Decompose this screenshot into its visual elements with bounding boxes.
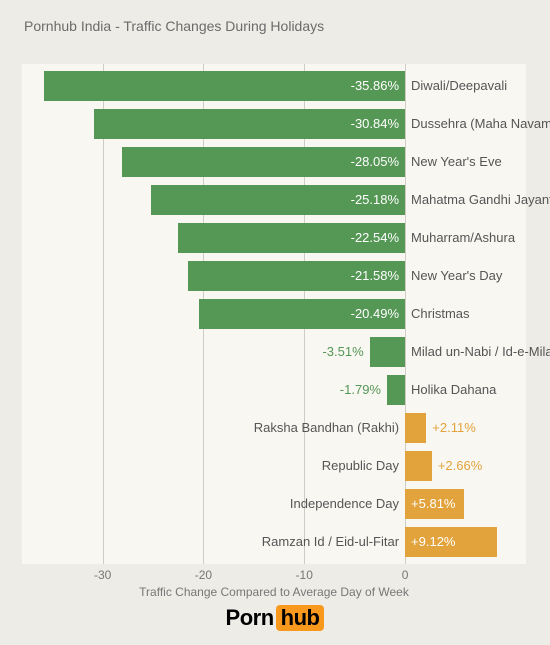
logo-text-porn: Porn (226, 605, 274, 630)
x-tick-label: -10 (296, 568, 313, 582)
bar-row: -25.18%Mahatma Gandhi Jayanti (22, 181, 526, 219)
bar-category-label: Milad un-Nabi / Id-e-Milad (411, 333, 550, 371)
bar-row: -20.49% Christmas (22, 295, 526, 333)
bar-negative (387, 375, 405, 405)
bar-value-label: -35.86% (351, 67, 399, 105)
bar-value-label: -25.18% (351, 181, 399, 219)
bar-category-label: Ramzan Id / Eid-ul-Fitar (262, 523, 399, 561)
x-tick-label: -30 (94, 568, 111, 582)
bar-value-label: +2.11% (432, 409, 476, 447)
bar-category-label: Dussehra (Maha Navami) (411, 105, 550, 143)
bar-category-label: Muharram/Ashura (411, 219, 515, 257)
bar-category-label: Independence Day (290, 485, 399, 523)
bar-category-label: Holika Dahana (411, 371, 496, 409)
bar-row: -30.84%Dussehra (Maha Navami) (22, 105, 526, 143)
bar-value-label: -1.79% (340, 371, 381, 409)
bar-value-label: -3.51% (322, 333, 363, 371)
bar-value-label: +5.81% (411, 485, 455, 523)
bar-value-label: -30.84% (351, 105, 399, 143)
bar-value-label: -20.49% (351, 295, 399, 333)
bar-row: -28.05% New Year's Eve (22, 143, 526, 181)
bar-negative (370, 337, 405, 367)
bar-value-label: -22.54% (351, 219, 399, 257)
bar-value-label: -21.58% (351, 257, 399, 295)
bar-category-label: Republic Day (322, 447, 399, 485)
plot-panel: -35.86% Diwali/Deepavali-30.84%Dussehra (… (22, 64, 526, 564)
bar-positive (405, 451, 432, 481)
bar-value-label: +9.12% (411, 523, 455, 561)
bar-row: +2.11% Raksha Bandhan (Rakhi) (22, 409, 526, 447)
bar-category-label: Diwali/Deepavali (411, 67, 507, 105)
chart-title: Pornhub India - Traffic Changes During H… (24, 18, 324, 34)
bar-category-label: Raksha Bandhan (Rakhi) (254, 409, 399, 447)
bar-row: +2.66% Republic Day (22, 447, 526, 485)
bar-row: +5.81% Independence Day (22, 485, 526, 523)
x-tick-label: 0 (402, 568, 409, 582)
bar-row: -21.58% New Year's Day (22, 257, 526, 295)
bar-row: -1.79% Holika Dahana (22, 371, 526, 409)
brand-logo: Pornhub (0, 605, 550, 631)
bar-category-label: Mahatma Gandhi Jayanti (411, 181, 550, 219)
bar-row: +9.12% Ramzan Id / Eid-ul-Fitar (22, 523, 526, 561)
logo-text-hub: hub (276, 605, 325, 631)
x-axis-title: Traffic Change Compared to Average Day o… (22, 585, 526, 599)
bar-category-label: Christmas (411, 295, 470, 333)
bar-positive (405, 413, 426, 443)
bar-value-label: +2.66% (438, 447, 482, 485)
bar-category-label: New Year's Eve (411, 143, 502, 181)
bar-value-label: -28.05% (351, 143, 399, 181)
x-tick-label: -20 (195, 568, 212, 582)
bar-row: -35.86% Diwali/Deepavali (22, 67, 526, 105)
bar-category-label: New Year's Day (411, 257, 502, 295)
bar-row: -3.51%Milad un-Nabi / Id-e-Milad (22, 333, 526, 371)
bar-row: -22.54% Muharram/Ashura (22, 219, 526, 257)
